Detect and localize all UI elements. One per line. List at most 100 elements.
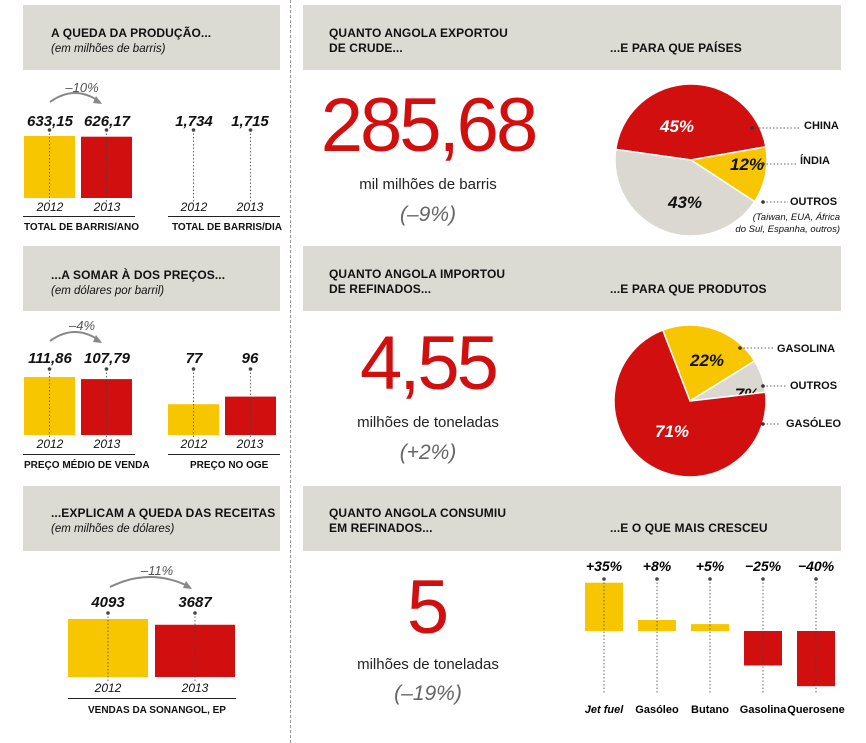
- bar-marker: [191, 367, 196, 371]
- pie-slice-GASOLINA: [661, 324, 756, 403]
- pie-value-label: 12%: [730, 155, 764, 174]
- pie1-label-india: ÍNDIA: [800, 155, 830, 167]
- bar-marker: [104, 367, 109, 371]
- avg-caption: PREÇO MÉDIO DE VENDA: [24, 460, 150, 471]
- daily-caption: TOTAL DE BARRIS/DIA: [172, 222, 283, 233]
- caption-rule: [23, 216, 135, 217]
- bar-marker: [106, 611, 110, 615]
- exports-change: (–9%): [399, 203, 457, 226]
- change-arrowhead: [183, 581, 192, 589]
- prices-subtitle: (em dólares por barril): [51, 285, 165, 297]
- bar-2012: [24, 136, 75, 198]
- revenue-change: –11%: [140, 563, 174, 578]
- growth-value-label: +8%: [643, 558, 672, 574]
- pie-value-label: 71%: [655, 422, 689, 441]
- growth-marker: [708, 577, 712, 581]
- pie-slice-GASÓLEO: [613, 329, 767, 478]
- pie1-label-china: CHINA: [804, 120, 839, 132]
- avg-label-2012: 111,86: [28, 350, 72, 367]
- change-arrow: [109, 576, 191, 588]
- imports-value: 4,55: [360, 321, 499, 406]
- countries-pie: 45% 12% 43%: [614, 83, 800, 237]
- year-2013: 2013: [236, 200, 264, 214]
- leader-dot: [761, 162, 765, 166]
- leader-dot: [761, 200, 765, 204]
- change-arrowhead: [93, 96, 102, 104]
- imports-title-line2: DE REFINADOS...: [329, 282, 432, 296]
- year-2013: 2013: [181, 681, 209, 695]
- bar-marker: [193, 611, 197, 615]
- growth-value-label: +35%: [586, 558, 623, 574]
- year-2012: 2012: [36, 437, 64, 451]
- growth-marker: [814, 577, 818, 581]
- bar-2013: [155, 624, 235, 677]
- pie1-note-line2: do Sul, Espanha, outros): [735, 224, 840, 235]
- growth-value-label: −25%: [745, 558, 782, 574]
- bar-marker: [104, 128, 109, 132]
- pie2-label-gasolina: GASOLINA: [777, 343, 836, 355]
- revenue-header: ...EXPLICAM A QUEDA DAS RECEITAS (em mil…: [23, 486, 280, 551]
- bar-marker: [47, 367, 52, 371]
- growth-chart: +35% Jet fuel +8% Gasóleo +5% Butano −25% Gasol…: [585, 558, 845, 716]
- pie-value-label: 22%: [689, 351, 724, 370]
- products-pie: 22%7%71%: [613, 324, 786, 478]
- consumption-value: 5: [406, 565, 450, 650]
- imports-right-title: ...E PARA QUE PRODUTOS: [610, 282, 767, 296]
- growth-category-label: Butano: [691, 704, 729, 716]
- year-2013: 2013: [93, 437, 121, 451]
- consumption-right-title: ...E O QUE MAIS CRESCEU: [610, 521, 768, 535]
- bar-marker: [248, 128, 253, 132]
- bar-marker: [248, 367, 253, 371]
- bar-2013: [81, 136, 132, 198]
- revenue-title: ...EXPLICAM A QUEDA DAS RECEITAS: [51, 506, 276, 520]
- leader-dot: [761, 422, 765, 426]
- pie-slice-CHINA: [614, 83, 767, 161]
- exports-right-title: ...E PARA QUE PAÍSES: [610, 41, 742, 55]
- imports-unit: milhões de toneladas: [357, 414, 499, 431]
- revenue-subtitle: (em milhões de dólares): [51, 523, 175, 535]
- leader-dot: [738, 346, 742, 350]
- oge-caption: PREÇO NO OGE: [190, 460, 269, 471]
- leader-dot: [761, 384, 765, 388]
- annual-label-2013: 626,17: [84, 113, 130, 130]
- revenue-label-2013: 3687: [178, 594, 212, 611]
- consumption-unit: milhões de toneladas: [357, 656, 499, 673]
- change-arrowhead: [93, 335, 102, 343]
- caption-rule: [168, 454, 280, 455]
- production-title: A QUEDA DA PRODUÇÃO...: [51, 26, 212, 40]
- growth-marker: [655, 577, 659, 581]
- avg-label-2013: 107,79: [84, 350, 130, 367]
- pie-value-label: 45%: [659, 117, 694, 136]
- production-subtitle: (em milhões de barris): [51, 43, 166, 55]
- exports-value: 285,68: [320, 83, 538, 168]
- annual-caption: TOTAL DE BARRIS/ANO: [24, 222, 140, 233]
- exports-header: QUANTO ANGOLA EXPORTOU DE CRUDE... ...E …: [303, 5, 841, 70]
- prices-change: –4%: [68, 318, 96, 333]
- consumption-title-line2: EM REFINADOS...: [329, 521, 433, 535]
- pie2-label-gasoleo: GASÓLEO: [786, 418, 842, 430]
- year-2013: 2013: [93, 200, 121, 214]
- oge-label-2013: 96: [241, 350, 259, 367]
- pie-value-label: 43%: [667, 193, 702, 212]
- production-header: A QUEDA DA PRODUÇÃO... (em milhões de ba…: [23, 5, 280, 70]
- year-2012: 2012: [94, 681, 122, 695]
- exports-title-line2: DE CRUDE...: [329, 41, 403, 55]
- bar-marker: [47, 128, 52, 132]
- growth-marker: [602, 577, 606, 581]
- pie2-label-outros: OUTROS: [790, 380, 838, 392]
- bar-marker: [191, 128, 196, 132]
- consumption-header: QUANTO ANGOLA CONSUMIU EM REFINADOS... .…: [303, 486, 841, 551]
- pie1-note-line1: (Taiwan, EUA, África: [752, 212, 840, 223]
- annual-label-2012: 633,15: [27, 113, 73, 130]
- prices-charts: [24, 331, 276, 439]
- caption-rule: [68, 698, 236, 699]
- revenue-chart: [68, 576, 235, 681]
- pie1-label-outros: OUTROS: [790, 196, 838, 208]
- consumption-title-line1: QUANTO ANGOLA CONSUMIU: [329, 506, 507, 520]
- revenue-caption: VENDAS DA SONANGOL, EP: [88, 705, 226, 716]
- imports-header: QUANTO ANGOLA IMPORTOU DE REFINADOS... .…: [303, 246, 841, 311]
- growth-category-label: Gasóleo: [635, 704, 679, 716]
- growth-bar-Butano: [691, 624, 729, 631]
- growth-category-label: Gasolina: [740, 704, 787, 716]
- prices-title: ...A SOMAR À DOS PREÇOS...: [51, 268, 226, 282]
